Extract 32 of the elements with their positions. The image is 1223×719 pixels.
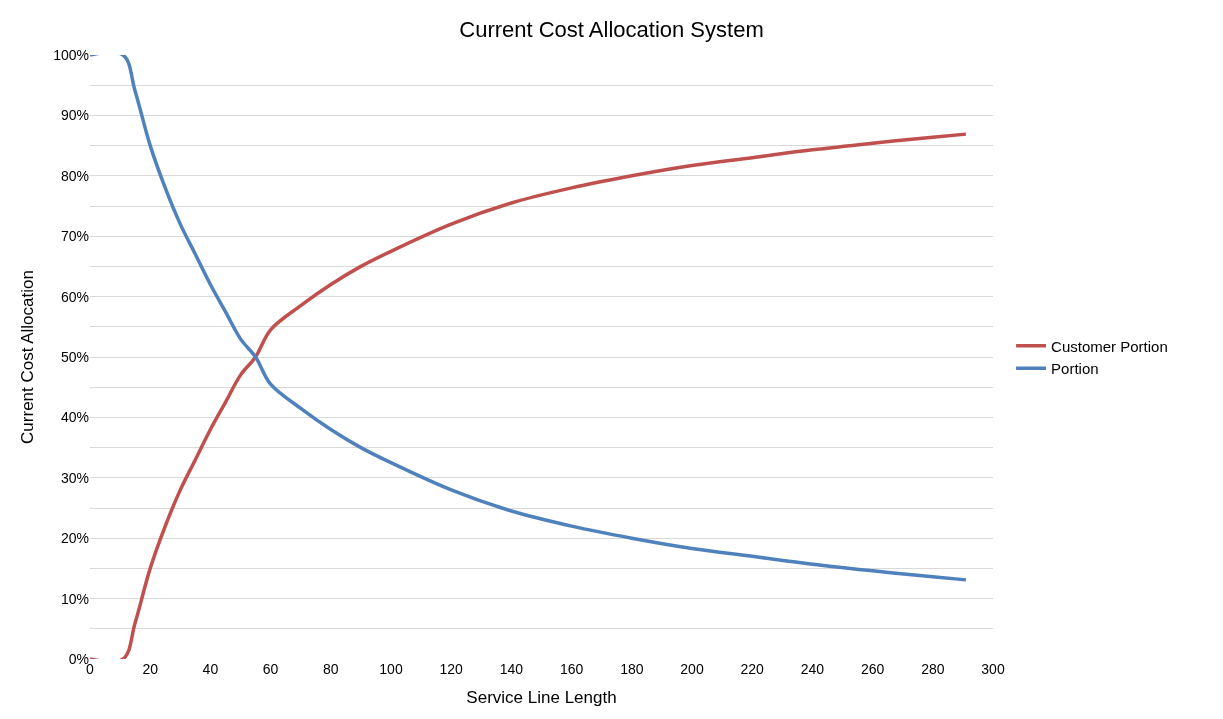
- x-tick-label: 260: [860, 661, 885, 677]
- x-tick-label: 220: [740, 661, 765, 677]
- y-tick-label: 70%: [60, 228, 89, 245]
- y-tick-label: 40%: [60, 409, 89, 426]
- x-tick-label: 60: [262, 661, 279, 677]
- x-tick-label: 100: [379, 661, 403, 677]
- x-tick-label: 40: [202, 661, 219, 677]
- y-tick-label: 20%: [60, 530, 89, 547]
- line-series: [90, 132, 968, 659]
- x-axis-title: Service Line Length: [466, 688, 617, 708]
- x-tick-label: 280: [921, 661, 945, 677]
- x-tick-label: 140: [499, 661, 524, 677]
- y-tick-label: 50%: [60, 348, 89, 365]
- y-tick-label: 10%: [60, 590, 89, 607]
- x-tick-label: 120: [439, 661, 464, 677]
- y-tick-label: 100%: [53, 46, 89, 63]
- y-tick-label: 30%: [60, 469, 89, 486]
- y-tick-label: 60%: [60, 288, 89, 305]
- x-tick-label: 200: [680, 661, 704, 677]
- y-tick-label: 90%: [60, 107, 89, 124]
- y-axis-title: Current Cost Allocation: [17, 270, 37, 444]
- x-tick-label: 20: [142, 661, 159, 677]
- chart-title: Current Cost Allocation System: [459, 16, 764, 42]
- x-tick-label: 180: [620, 661, 644, 677]
- legend-label: Portion: [1051, 360, 1099, 378]
- y-tick-label: 80%: [60, 167, 89, 184]
- x-tick-label: 160: [559, 661, 584, 677]
- x-tick-label: 80: [323, 661, 339, 677]
- line-series: [90, 55, 968, 582]
- x-tick-label: 240: [800, 661, 825, 677]
- legend-label: Customer Portion: [1051, 337, 1168, 355]
- x-tick-label: 300: [981, 661, 1005, 677]
